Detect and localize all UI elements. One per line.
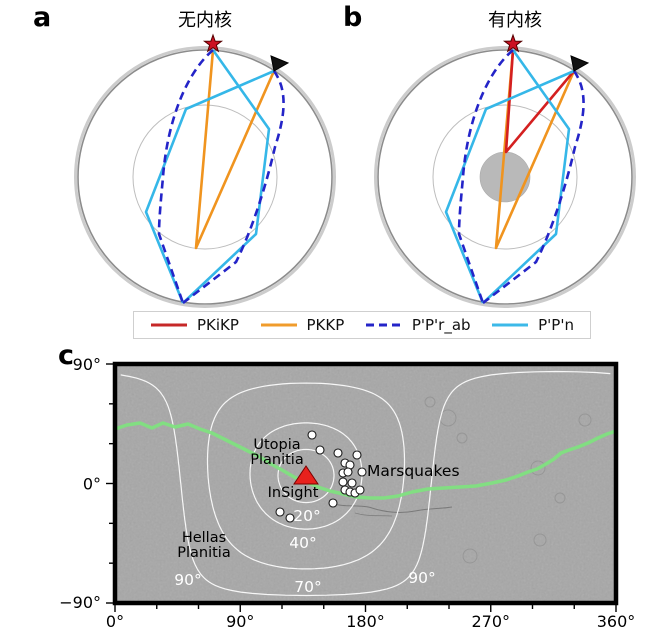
region-label-line2: Planitia — [177, 545, 230, 561]
x-axis-label: 180° — [346, 612, 385, 629]
marsquakes-label: Marsquakes — [367, 462, 460, 480]
y-axis-label-top: 90° — [73, 355, 101, 374]
marsquake-dot — [355, 485, 365, 495]
x-axis-label: 90° — [226, 612, 254, 629]
crater-icon — [424, 396, 436, 408]
planet-rim-shade — [74, 46, 336, 308]
ppr-ab-ray-leg-receiver — [182, 70, 285, 305]
legend-item-pkikp: PKiKP — [150, 316, 239, 334]
source-star-icon — [502, 33, 524, 53]
marsquake-dot — [338, 477, 348, 487]
ppr-ab-ray-leg-source — [157, 49, 214, 304]
legend-label: PKiKP — [197, 316, 239, 334]
marsquake-dot — [343, 467, 353, 477]
panel-a-letter: a — [33, 2, 52, 33]
distance-contour-70deg — [206, 382, 406, 570]
crater-icon — [533, 533, 547, 547]
distance-label-90°: 90° — [174, 571, 201, 589]
planet-surface-circle — [77, 49, 333, 305]
inner-core — [479, 151, 531, 203]
region-label-line2: Planitia — [250, 452, 303, 468]
y-axis-label-mid: 0° — [83, 475, 101, 494]
legend-label: P'P'r_ab — [411, 316, 471, 334]
ray-diagram-no-inner-core — [74, 33, 336, 308]
crater-icon — [530, 460, 546, 476]
ray-diagram-with-inner-core — [374, 33, 636, 308]
x-axis-label: 0° — [106, 612, 124, 629]
marsquake-dot — [347, 478, 357, 488]
map-content: UtopiaPlanitiaHellasPlanitiaInSightMarsq… — [115, 370, 616, 597]
panel-b-letter: b — [343, 2, 363, 33]
legend-line-sample — [260, 323, 297, 327]
crater-icon — [578, 413, 592, 427]
marsquake-dot — [275, 507, 285, 517]
map-frame — [112, 361, 619, 606]
marsquake-dot — [328, 498, 338, 508]
y-axis-label-bottom: −90° — [59, 593, 101, 612]
insight-label: InSight — [268, 485, 319, 501]
legend-line-sample — [365, 323, 402, 327]
marsquake-dot — [333, 448, 343, 458]
distance-label-20°: 20° — [293, 507, 320, 525]
panel-a-title: 无内核 — [178, 10, 232, 31]
distance-contour-20deg — [277, 448, 335, 504]
pkkp-ray — [194, 49, 276, 250]
pkikp-ray — [504, 49, 575, 154]
axes: 0° 90° 180° 270° 360° 90° 0° −90° — [59, 355, 635, 629]
marsquake-dot — [352, 450, 362, 460]
marsquake-dot — [285, 513, 295, 523]
legend-label: P'P'n — [538, 316, 574, 334]
core-mantle-boundary-circle — [432, 104, 578, 250]
ppr-ab-ray-leg-receiver — [482, 70, 585, 305]
legend-item-pprab: P'P'r_ab — [365, 316, 471, 334]
receiver-triangle-icon — [570, 55, 590, 72]
x-axis-label: 360° — [597, 612, 636, 629]
region-label-line1: Hellas — [182, 530, 226, 546]
distance-label-70°: 70° — [294, 578, 321, 596]
legend-item-pkkp: PKKP — [260, 316, 345, 334]
panel-b-title: 有内核 — [488, 10, 542, 31]
source-star-icon — [202, 33, 224, 53]
insight-lander-icon — [293, 465, 319, 485]
x-axis-label: 270° — [471, 612, 510, 629]
marsquake-dot — [307, 430, 317, 440]
region-label-line1: Utopia — [253, 437, 300, 453]
distance-label-40°: 40° — [289, 534, 316, 552]
distance-contour-90deg — [120, 370, 611, 597]
mars-map-panel: UtopiaPlanitiaHellasPlanitiaInSightMarsq… — [59, 355, 635, 629]
dichotomy-boundary-line — [115, 421, 616, 500]
panel-c-letter: c — [58, 340, 75, 371]
crater-icon — [462, 548, 478, 564]
ppn-ray-leg-source — [182, 49, 271, 304]
core-mantle-boundary-circle — [132, 104, 278, 250]
ppr-ab-ray-leg-source — [457, 49, 514, 304]
phase-legend: PKiKP PKKP P'P'r_ab P'P'n — [133, 311, 591, 339]
legend-label: PKKP — [306, 316, 345, 334]
marsquake-dot — [357, 467, 367, 477]
legend-line-sample — [151, 323, 187, 327]
canyon-line — [354, 512, 393, 517]
marsquake-dot — [315, 445, 325, 455]
legend-item-ppn: P'P'n — [491, 316, 574, 334]
planet-rim-shade — [374, 46, 636, 308]
ppn-ray-leg-source — [482, 49, 571, 304]
crater-icon — [554, 492, 566, 504]
map-relief-texture — [115, 364, 616, 603]
distance-label-90°: 90° — [408, 569, 435, 587]
receiver-triangle-icon — [270, 55, 290, 72]
crater-icon — [456, 432, 468, 444]
legend-line-sample — [492, 323, 529, 327]
